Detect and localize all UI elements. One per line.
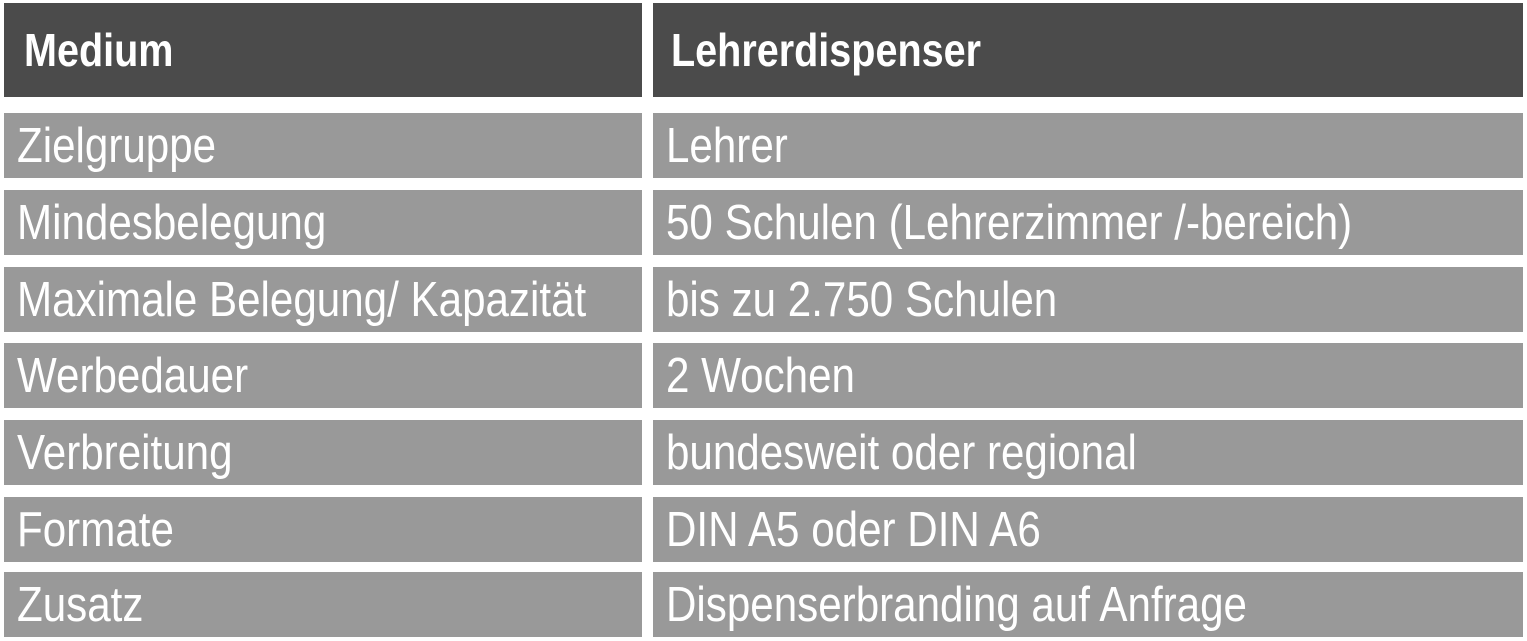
row-value: Lehrer xyxy=(666,118,788,173)
row-label-cell: Zusatz xyxy=(4,572,642,637)
row-value: Dispenserbranding auf Anfrage xyxy=(666,577,1247,632)
row-label-cell: Formate xyxy=(4,497,642,562)
row-label: Verbreitung xyxy=(17,425,233,480)
row-value-cell: DIN A5 oder DIN A6 xyxy=(653,497,1523,562)
row-value-cell: bis zu 2.750 Schulen xyxy=(653,267,1523,332)
row-value-cell: 50 Schulen (Lehrerzimmer /-bereich) xyxy=(653,190,1523,255)
row-value: bundesweit oder regional xyxy=(666,425,1137,480)
row-value-cell: bundesweit oder regional xyxy=(653,420,1523,485)
row-label: Mindesbelegung xyxy=(17,195,327,250)
row-value: 2 Wochen xyxy=(666,348,855,403)
row-label-cell: Mindesbelegung xyxy=(4,190,642,255)
row-label-cell: Verbreitung xyxy=(4,420,642,485)
row-label: Zielgruppe xyxy=(17,118,217,173)
header-cell-medium: Medium xyxy=(4,3,642,97)
header-cell-product: Lehrerdispenser xyxy=(653,3,1523,97)
row-label: Zusatz xyxy=(17,577,144,632)
row-label: Werbedauer xyxy=(17,348,249,403)
row-value-cell: Dispenserbranding auf Anfrage xyxy=(653,572,1523,637)
row-label: Maximale Belegung/ Kapazität xyxy=(17,272,587,327)
row-label-cell: Maximale Belegung/ Kapazität xyxy=(4,267,642,332)
header-label: Medium xyxy=(24,24,174,76)
row-value: bis zu 2.750 Schulen xyxy=(666,272,1058,327)
row-label-cell: Zielgruppe xyxy=(4,113,642,178)
row-label: Formate xyxy=(17,502,174,557)
row-value-cell: 2 Wochen xyxy=(653,343,1523,408)
row-value: 50 Schulen (Lehrerzimmer /-bereich) xyxy=(666,195,1353,250)
row-value: DIN A5 oder DIN A6 xyxy=(666,502,1041,557)
header-value: Lehrerdispenser xyxy=(671,24,982,76)
row-value-cell: Lehrer xyxy=(653,113,1523,178)
row-label-cell: Werbedauer xyxy=(4,343,642,408)
